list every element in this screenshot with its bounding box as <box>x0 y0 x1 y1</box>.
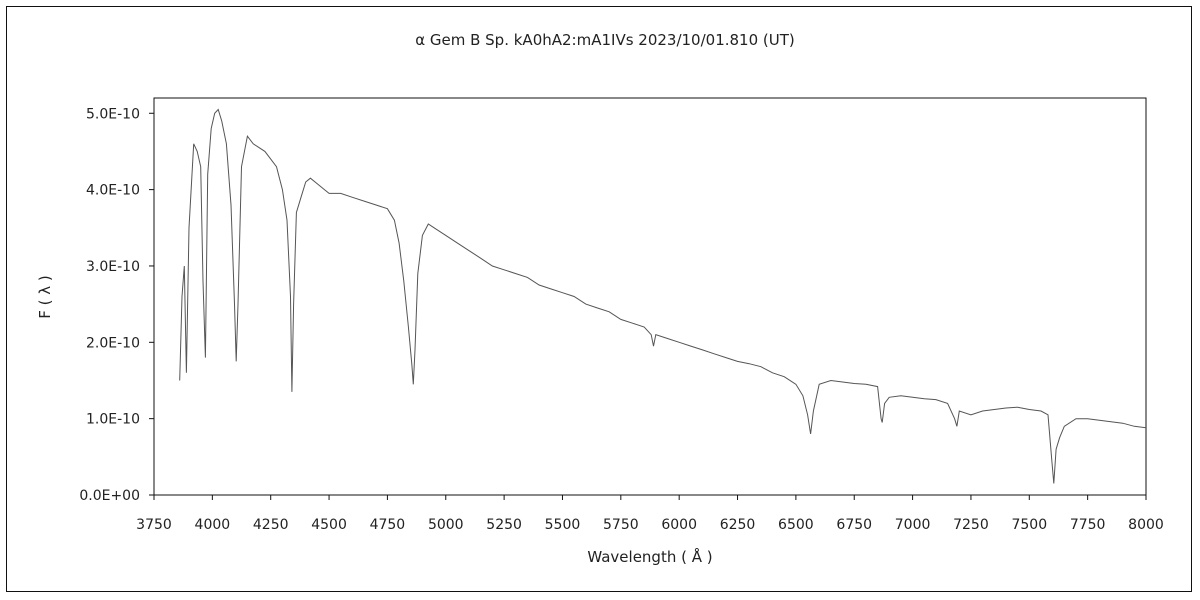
x-tick-label: 6250 <box>720 517 756 533</box>
chart-frame <box>6 6 1192 592</box>
y-axis: 0.0E+00 1.0E-10 2.0E-10 3.0E-10 4.0E-10 5.0E-… <box>79 106 154 504</box>
plot-area <box>153 97 1147 496</box>
chart-title: α Gem B Sp. kA0hA2:mA1IVs 2023/10/01.810… <box>415 31 795 49</box>
x-tick-label: 5750 <box>603 517 639 533</box>
y-tick-label: 0.0E+00 <box>79 488 140 504</box>
x-tick-label: 8000 <box>1128 517 1164 533</box>
y-tick-label: 4.0E-10 <box>86 183 140 199</box>
x-axis: 3750 4000 4250 4500 4750 5000 5250 5500 5750 6000… <box>136 495 1164 533</box>
y-axis-label: F ( λ ) <box>36 275 54 319</box>
x-tick-label: 6000 <box>661 517 697 533</box>
spectrum-series-line <box>179 108 1147 484</box>
x-tick-label: 7750 <box>1070 517 1106 533</box>
x-tick-label: 6750 <box>836 517 872 533</box>
y-tick-label: 2.0E-10 <box>86 335 140 351</box>
x-tick-label: 6500 <box>778 517 814 533</box>
x-tick-label: 4250 <box>253 517 289 533</box>
x-axis-label: Wavelength ( Å ) <box>587 547 712 566</box>
x-tick-label: 5250 <box>486 517 522 533</box>
x-tick-label: 4000 <box>195 517 231 533</box>
y-tick-label: 1.0E-10 <box>86 412 140 428</box>
x-tick-label: 4500 <box>311 517 347 533</box>
y-tick-label: 5.0E-10 <box>86 106 140 122</box>
x-tick-label: 5000 <box>428 517 464 533</box>
x-tick-label: 7000 <box>895 517 931 533</box>
x-tick-label: 5500 <box>545 517 581 533</box>
x-tick-label: 7250 <box>953 517 989 533</box>
y-tick-label: 3.0E-10 <box>86 259 140 275</box>
x-tick-label: 3750 <box>136 517 172 533</box>
x-tick-label: 7500 <box>1011 517 1047 533</box>
x-tick-label: 4750 <box>370 517 406 533</box>
